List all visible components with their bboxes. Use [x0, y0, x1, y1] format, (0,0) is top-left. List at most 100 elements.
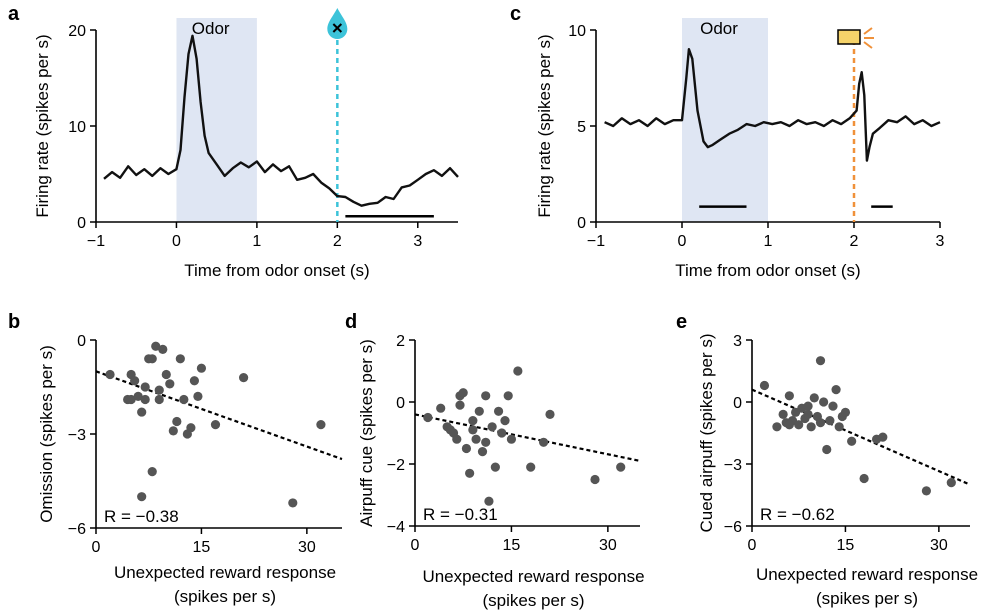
- data-point: [878, 432, 888, 442]
- data-point: [133, 391, 143, 401]
- data-point: [815, 418, 826, 428]
- regression-fit-line: [414, 413, 641, 462]
- x-tick-label: 3: [936, 233, 945, 250]
- correlation-annotation: R = −0.38: [104, 507, 179, 526]
- y-tick-label: −6: [68, 521, 86, 538]
- y-tick-label: −3: [68, 427, 86, 444]
- data-point: [210, 420, 221, 430]
- y-tick-label: 20: [68, 23, 86, 40]
- data-point: [239, 373, 249, 383]
- airpuff-icon: [837, 27, 874, 49]
- odor-label: Odor: [192, 19, 230, 38]
- data-point: [105, 369, 115, 380]
- data-point: [452, 434, 462, 444]
- data-point: [847, 436, 857, 446]
- data-point: [506, 434, 517, 444]
- data-point: [477, 447, 488, 457]
- data-point: [803, 409, 813, 419]
- data-point: [794, 420, 804, 430]
- data-point: [513, 366, 523, 376]
- x-tick-label: 2: [850, 233, 859, 250]
- data-point: [819, 397, 829, 407]
- data-point: [538, 437, 549, 447]
- data-point: [946, 478, 956, 488]
- odor-label: Odor: [700, 19, 738, 38]
- data-point: [859, 473, 869, 484]
- data-point: [822, 444, 832, 455]
- x-tick-label: 15: [503, 537, 521, 554]
- airpuff-rays: [863, 27, 874, 49]
- x-tick-label: 0: [411, 537, 420, 554]
- x-tick-label: 3: [413, 233, 422, 250]
- x-tick-label: −1: [587, 233, 605, 250]
- data-point: [484, 496, 494, 506]
- data-point: [526, 462, 536, 472]
- x-axis-title-units: (spikes per s): [174, 587, 276, 606]
- y-tick-label: −4: [387, 519, 405, 536]
- data-point: [474, 406, 484, 416]
- x-tick-label: 15: [837, 537, 855, 554]
- data-point: [616, 462, 626, 472]
- panel-label: a: [8, 3, 20, 25]
- y-tick-label: 2: [396, 333, 405, 350]
- x-tick-label: 0: [172, 233, 181, 250]
- y-tick-label: 0: [396, 395, 405, 412]
- y-tick-label: 5: [577, 119, 586, 136]
- x-tick-label: 0: [748, 537, 757, 554]
- firing-rate-trace: [604, 48, 941, 162]
- y-tick-label: 0: [77, 333, 86, 350]
- data-point: [759, 380, 770, 391]
- data-point: [840, 407, 851, 417]
- data-point: [179, 394, 189, 405]
- data-point: [545, 409, 555, 419]
- data-point: [471, 434, 481, 444]
- y-axis-title: Cued airpuff (spikes per s): [697, 333, 716, 532]
- y-tick-label: 10: [568, 23, 586, 40]
- data-point: [803, 401, 813, 411]
- odor-period-shade: [682, 18, 768, 222]
- data-point: [165, 379, 175, 389]
- data-point: [288, 498, 298, 508]
- panel-d-scatter-chart: d 0 15 30 −4 −2 0 2 Unexpected reward response (s…: [345, 311, 645, 610]
- data-point: [193, 391, 203, 401]
- data-point: [316, 420, 326, 430]
- x-tick-label: 1: [252, 233, 261, 250]
- data-point: [828, 401, 838, 411]
- data-point: [490, 462, 500, 472]
- panel-label: d: [345, 311, 357, 333]
- data-point: [487, 422, 497, 432]
- x-mark: [332, 23, 343, 33]
- data-point: [921, 486, 932, 496]
- regression-fit-line: [751, 388, 971, 486]
- data-point: [784, 420, 794, 430]
- data-point: [481, 391, 491, 401]
- data-point: [831, 385, 841, 395]
- x-tick-label: 1: [764, 233, 773, 250]
- data-point: [168, 426, 178, 436]
- water-drop-shape: [327, 8, 348, 39]
- data-point: [147, 354, 157, 364]
- correlation-annotation: R = −0.62: [760, 505, 835, 524]
- data-point: [468, 425, 478, 435]
- x-tick-label: 30: [599, 537, 617, 554]
- data-point: [140, 394, 150, 405]
- data-point: [590, 474, 600, 485]
- y-tick-label: 0: [77, 215, 86, 232]
- x-axis-title: Unexpected reward response: [756, 565, 978, 584]
- data-point: [809, 393, 819, 403]
- data-point: [461, 443, 472, 454]
- x-axis-title: Unexpected reward response: [422, 567, 644, 586]
- x-axis-title: Time from odor onset (s): [675, 261, 860, 280]
- x-axis-title: Time from odor onset (s): [184, 261, 369, 280]
- data-point: [161, 369, 171, 380]
- data-point: [815, 356, 826, 366]
- data-point: [154, 385, 164, 395]
- data-point: [140, 382, 150, 392]
- data-point: [500, 416, 510, 426]
- y-tick-label: 3: [733, 333, 742, 350]
- data-point: [503, 391, 513, 401]
- y-axis-title: Firing rate (spikes per s): [535, 34, 554, 217]
- data-point: [455, 400, 465, 410]
